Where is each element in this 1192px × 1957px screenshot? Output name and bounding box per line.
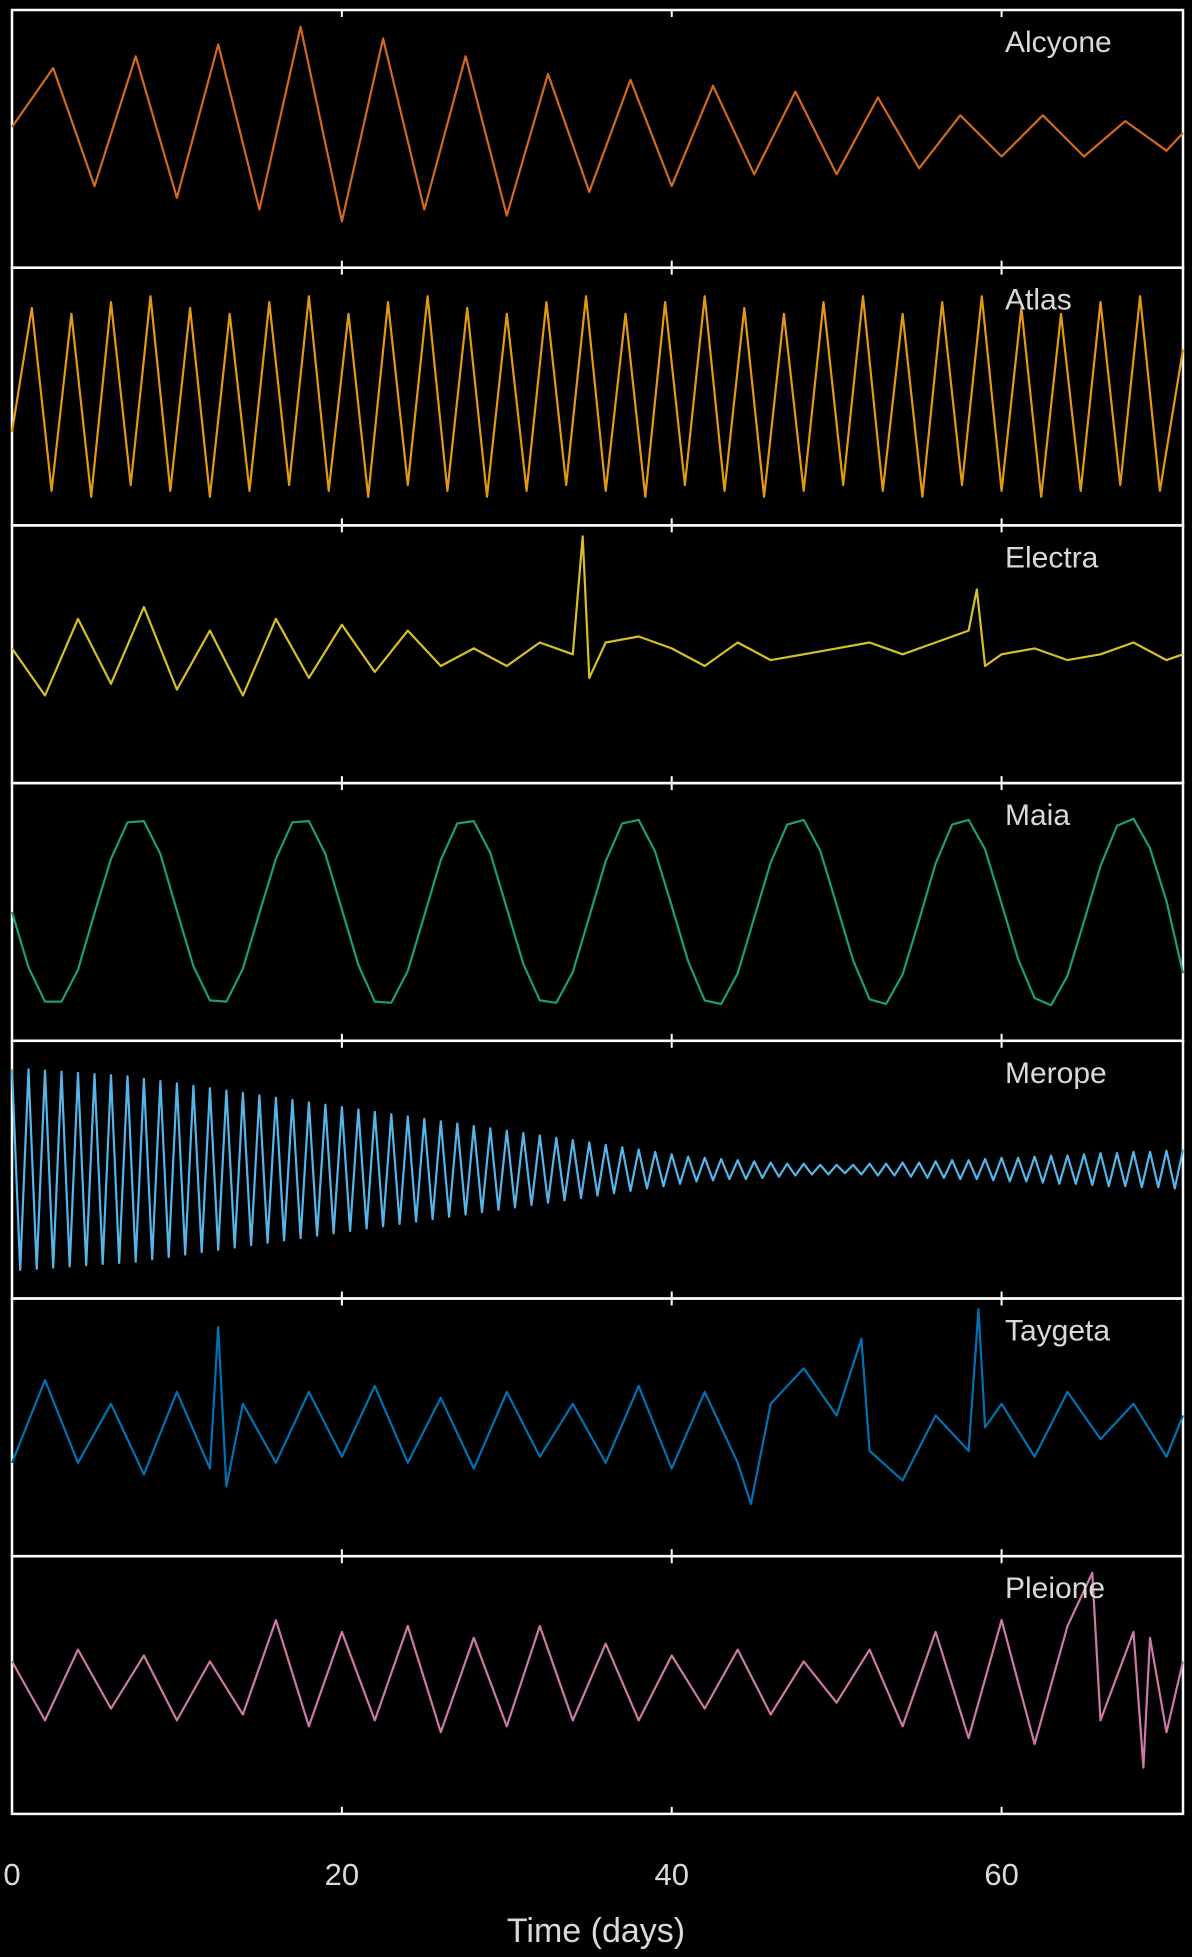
series-label-alcyone: Alcyone: [1005, 26, 1112, 59]
x-tick-label: 60: [984, 1857, 1018, 1892]
series-label-pleione: Pleione: [1005, 1572, 1105, 1605]
series-label-maia: Maia: [1005, 799, 1070, 832]
series-label-atlas: Atlas: [1005, 284, 1072, 317]
panel-maia: Maia: [10, 781, 1185, 1043]
panels: Alcyone Atlas Electra Maia Merope Taygeta Plei…: [10, 8, 1185, 1816]
series-line-atlas: [10, 295, 1185, 498]
series-label-merope: Merope: [1005, 1057, 1107, 1090]
panel-alcyone: Alcyone: [10, 8, 1185, 269]
panel-pleione: Pleione: [10, 1554, 1185, 1816]
panel-electra: Electra: [10, 524, 1185, 785]
series-line-taygeta: [10, 1308, 1185, 1506]
x-tick-label: 20: [325, 1857, 359, 1892]
panel-atlas: Atlas: [10, 266, 1185, 527]
x-axis: 0 20 40 60 Time (days): [3, 1857, 1018, 1950]
series-line-pleione: [11, 1571, 1185, 1769]
panel-merope: Merope: [10, 1039, 1185, 1300]
panel-frame: [10, 1554, 1185, 1816]
series-line-alcyone: [11, 25, 1184, 223]
series-line-merope: [10, 1068, 1185, 1271]
x-axis-label: Time (days): [507, 1912, 685, 1950]
series-label-electra: Electra: [1005, 541, 1099, 574]
series-line-maia: [10, 817, 1185, 1007]
series-label-taygeta: Taygeta: [1005, 1315, 1110, 1348]
panel-taygeta: Taygeta: [10, 1297, 1185, 1558]
x-tick-label: 0: [3, 1857, 20, 1892]
series-line-electra: [11, 535, 1184, 697]
x-tick-label: 40: [654, 1857, 688, 1892]
